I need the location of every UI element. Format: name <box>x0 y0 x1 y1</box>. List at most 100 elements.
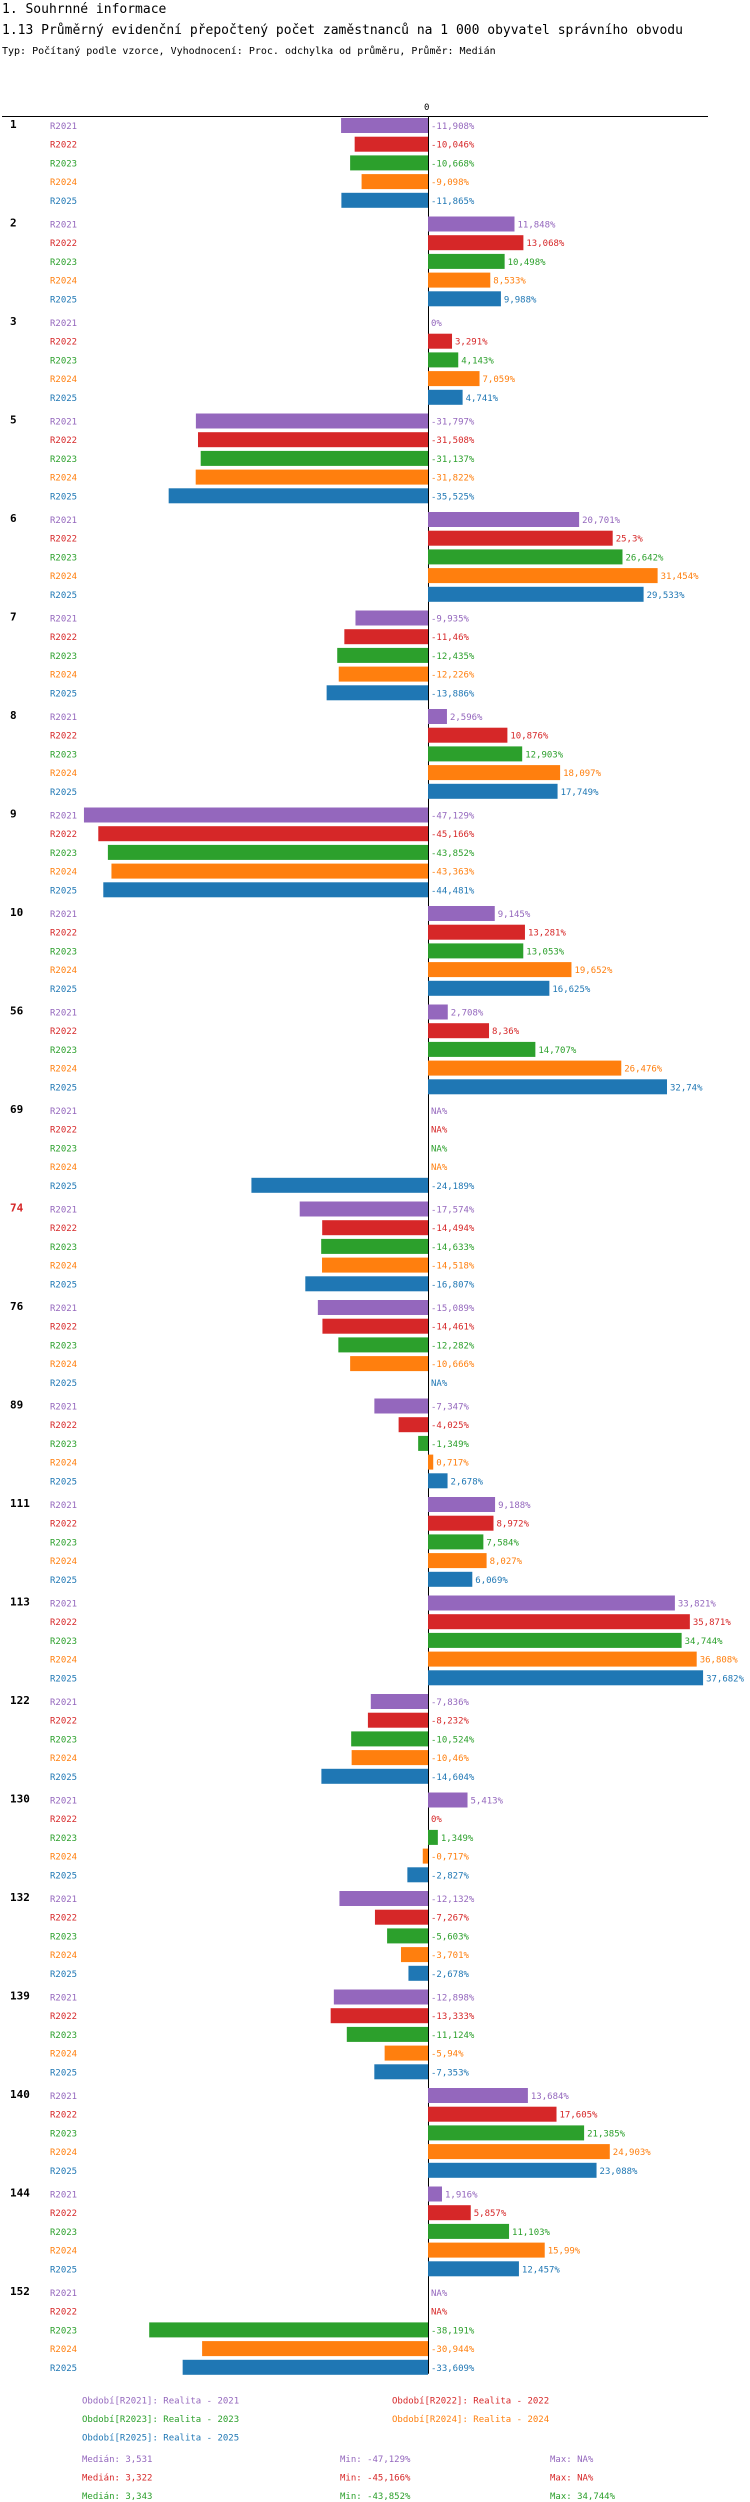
data-label: -7,353% <box>431 2068 470 2078</box>
data-label: -13,333% <box>431 2012 475 2022</box>
series-label: R2022 <box>50 2308 77 2318</box>
group-label: 144 <box>10 2187 30 2200</box>
data-label: 24,903% <box>613 2148 652 2158</box>
data-label: -38,191% <box>431 2326 475 2336</box>
series-label: R2021 <box>50 615 77 625</box>
data-label: -14,461% <box>431 1323 475 1333</box>
data-label: 17,749% <box>561 788 600 798</box>
bar <box>428 1497 496 1512</box>
series-label: R2025 <box>50 1280 77 1290</box>
series-label: R2021 <box>50 713 77 723</box>
series-label: R2022 <box>50 2012 77 2022</box>
data-label: 13,053% <box>526 947 565 957</box>
bar <box>428 568 658 584</box>
series-label: R2021 <box>50 1994 77 2004</box>
bar <box>333 1989 428 2005</box>
data-label: 1,916% <box>445 2191 478 2201</box>
bar <box>339 1891 428 1906</box>
data-label: -2,678% <box>431 1970 470 1980</box>
data-label: -31,508% <box>431 436 475 446</box>
data-label: -11,124% <box>431 2031 475 2041</box>
stat-median: Medián: 3,531 <box>82 2455 152 2465</box>
stat-max: Max: NA% <box>550 2474 594 2484</box>
series-label: R2021 <box>50 516 77 526</box>
bar <box>428 253 505 269</box>
series-label: R2021 <box>50 812 77 822</box>
bar <box>428 1553 487 1569</box>
bar <box>428 389 463 405</box>
data-label: 25,3% <box>616 535 644 545</box>
data-label: -24,189% <box>431 1182 475 1192</box>
data-label: -10,46% <box>431 1754 470 1764</box>
series-label: R2024 <box>50 2148 77 2158</box>
bar <box>422 1848 428 1864</box>
data-label: -14,604% <box>431 1773 475 1783</box>
data-label: -2,827% <box>431 1871 470 1881</box>
data-label: 8,972% <box>496 1520 529 1530</box>
data-label: 2,708% <box>451 1009 484 1019</box>
series-label: R2023 <box>50 2031 77 2041</box>
data-label: 36,808% <box>700 1656 739 1666</box>
bar <box>428 352 459 368</box>
group-label: 8 <box>10 709 17 722</box>
group-label: 111 <box>10 1497 30 1510</box>
data-label: 17,605% <box>560 2111 599 2121</box>
series-label: R2021 <box>50 1206 77 1216</box>
data-label: 11,848% <box>517 221 556 231</box>
bar <box>428 783 558 799</box>
series-label: R2024 <box>50 2247 77 2257</box>
stat-median: Medián: 3,322 <box>82 2474 152 2484</box>
bar <box>428 1004 448 1020</box>
bar <box>428 1651 697 1667</box>
group-label: 1 <box>10 118 17 131</box>
data-label: 13,281% <box>528 929 567 939</box>
data-label: 10,876% <box>510 732 549 742</box>
data-label: -1,349% <box>431 1440 470 1450</box>
series-label: R2024 <box>50 375 77 385</box>
bar <box>111 863 428 879</box>
bar <box>83 807 428 823</box>
series-label: R2023 <box>50 1735 77 1745</box>
bar <box>418 1435 428 1451</box>
bar <box>400 1947 428 1963</box>
bar <box>103 882 428 898</box>
bar <box>428 1023 490 1039</box>
series-label: R2023 <box>50 2129 77 2139</box>
data-label: 26,642% <box>625 553 664 563</box>
data-label: 6,069% <box>475 1576 508 1586</box>
series-label: R2025 <box>50 2265 77 2275</box>
data-label: NA% <box>431 1144 448 1154</box>
series-label: R2023 <box>50 750 77 760</box>
bar <box>428 1534 484 1550</box>
bar <box>428 1571 473 1587</box>
data-label: 31,454% <box>661 572 700 582</box>
data-label: -43,363% <box>431 868 475 878</box>
data-label: -10,668% <box>431 159 475 169</box>
group-label: 7 <box>10 611 17 624</box>
series-label: R2023 <box>50 947 77 957</box>
bar <box>195 413 428 429</box>
bar <box>182 2359 428 2375</box>
data-label: 2,596% <box>450 713 483 723</box>
series-label: R2021 <box>50 1895 77 1905</box>
series-label: R2025 <box>50 295 77 305</box>
data-label: -7,836% <box>431 1698 470 1708</box>
bar <box>299 1201 428 1217</box>
bar <box>428 906 495 921</box>
data-label: -0,717% <box>431 1853 470 1863</box>
series-label: R2024 <box>50 1656 77 1666</box>
series-label: R2025 <box>50 1674 77 1684</box>
bar <box>355 610 428 626</box>
bar <box>428 371 480 387</box>
data-label: 9,145% <box>498 910 531 920</box>
bar <box>428 962 572 978</box>
series-label: R2021 <box>50 122 77 132</box>
legend-item: Období[R2025]: Realita - 2025 <box>82 2434 239 2444</box>
series-label: R2025 <box>50 985 77 995</box>
series-label: R2024 <box>50 769 77 779</box>
series-label: R2023 <box>50 1538 77 1548</box>
data-label: 4,143% <box>461 356 494 366</box>
series-label: R2022 <box>50 1520 77 1530</box>
series-label: R2021 <box>50 1304 77 1314</box>
stat-median: Medián: 3,343 <box>82 2492 152 2502</box>
